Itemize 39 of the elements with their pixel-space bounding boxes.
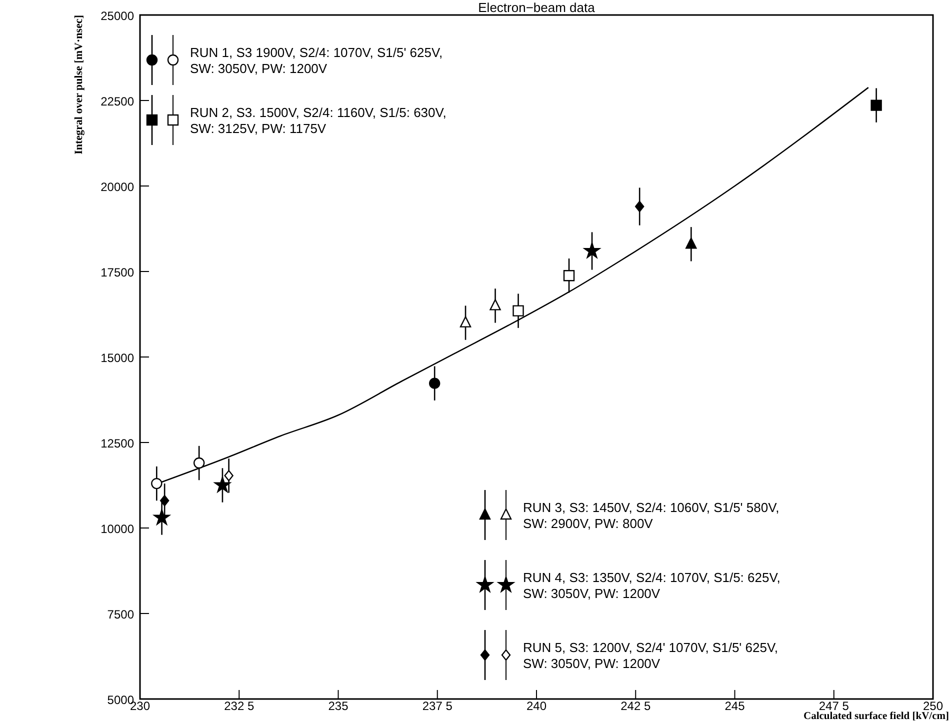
x-tick-label: 247 5 [818,699,850,713]
x-tick-label: 232 5 [224,699,254,713]
point [429,378,440,389]
legend-label: RUN 3, S3: 1450V, S2/4: 1060V, S1/5' 580V, SW: 2900V, PW: 800V [523,500,780,531]
y-tick-label: 15000 [100,351,134,365]
point [224,470,234,482]
y-tick-label: 10000 [100,522,134,536]
point [870,100,882,111]
point [151,478,162,490]
point [160,495,170,506]
y-tick-label: 17500 [100,266,134,280]
x-tick-label: 235 [328,699,349,713]
y-tick-label: 22500 [100,94,134,108]
x-tick-label: 245 [724,699,746,713]
x-axis-title: Calculated surface field [kV/cm] [803,711,949,721]
y-tick-label: 12500 [100,436,134,450]
x-tick-label: 240 [526,699,547,713]
legend-label: RUN 5, S3: 1200V, S2/4' 1070V, S1/5' 625V, SW: 3050V, PW: 1200V [523,640,778,671]
point [686,238,697,249]
y-tick-label: 20000 [100,180,134,194]
y-tick-label: 25000 [100,9,134,23]
point [584,242,600,258]
point [460,316,472,328]
point [214,476,231,492]
x-tick-label: 237 5 [422,699,453,713]
point [490,299,501,310]
y-tick-label: 7500 [107,608,134,622]
point [512,305,524,316]
y-axis-title: Integral over pulse [mV·nsec] [73,15,85,154]
legend-label: RUN 2, S3. 1500V, S2/4: 1160V, S1/5: 630V, SW: 3125V, PW: 1175V [190,105,446,136]
x-tick-label: 242 5 [620,699,651,713]
point [154,509,170,525]
x-tick-label: 250 [922,699,944,713]
point [634,200,644,212]
chart-title: Electron−beam data [478,0,596,15]
legend-label: RUN 4, S3: 1350V, S2/4: 1070V, S1/5: 625V, SW: 3050V, PW: 1200V [523,570,780,601]
point [193,457,205,469]
legend-label: RUN 1, S3 1900V, S2/4: 1070V, S1/5' 625V, SW: 3050V, PW: 1200V [190,45,443,76]
point [563,270,575,282]
